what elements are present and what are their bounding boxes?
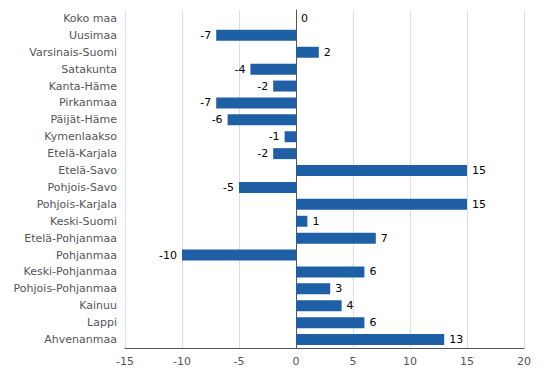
svg-text:-5: -5 [234,355,245,368]
svg-text:13: 13 [449,333,463,346]
svg-text:-10: -10 [173,355,191,368]
svg-text:2: 2 [324,46,331,59]
svg-text:Päijät-Häme: Päijät-Häme [50,113,117,126]
svg-text:4: 4 [347,299,354,312]
svg-text:-7: -7 [200,96,211,109]
svg-text:Kymenlaakso: Kymenlaakso [44,130,117,143]
svg-text:Lappi: Lappi [87,316,117,329]
svg-text:7: 7 [381,232,388,245]
svg-text:15: 15 [472,164,486,177]
svg-text:15: 15 [460,355,474,368]
svg-text:Keski-Pohjanmaa: Keski-Pohjanmaa [24,265,117,278]
svg-text:Keski-Suomi: Keski-Suomi [50,215,117,228]
svg-text:Satakunta: Satakunta [61,63,117,76]
svg-text:15: 15 [472,198,486,211]
svg-text:5: 5 [350,355,357,368]
svg-text:Kainuu: Kainuu [79,299,117,312]
svg-text:Koko maa: Koko maa [63,12,117,25]
svg-text:Pohjois-Savo: Pohjois-Savo [48,181,118,194]
svg-text:3: 3 [335,282,342,295]
svg-text:0: 0 [301,12,308,25]
svg-text:-2: -2 [257,147,268,160]
svg-text:-4: -4 [234,63,245,76]
svg-text:-6: -6 [212,113,223,126]
svg-text:0: 0 [293,355,300,368]
svg-text:-1: -1 [269,130,280,143]
svg-text:Kanta-Häme: Kanta-Häme [49,80,117,93]
svg-text:-7: -7 [200,29,211,42]
svg-text:6: 6 [369,265,376,278]
svg-text:6: 6 [369,316,376,329]
svg-text:Pohjanmaa: Pohjanmaa [56,249,117,262]
svg-text:Ahvenanmaa: Ahvenanmaa [44,333,117,346]
svg-text:Etelä-Karjala: Etelä-Karjala [47,147,117,160]
svg-text:Pohjois-Karjala: Pohjois-Karjala [37,198,117,211]
svg-text:Etelä-Pohjanmaa: Etelä-Pohjanmaa [24,232,117,245]
svg-text:Etelä-Savo: Etelä-Savo [58,164,117,177]
svg-text:10: 10 [403,355,417,368]
svg-text:Uusimaa: Uusimaa [69,29,117,42]
svg-text:-10: -10 [159,249,177,262]
svg-text:-2: -2 [257,80,268,93]
svg-text:Varsinais-Suomi: Varsinais-Suomi [29,46,117,59]
svg-text:Pirkanmaa: Pirkanmaa [59,96,117,109]
svg-text:-5: -5 [223,181,234,194]
svg-text:1: 1 [312,215,319,228]
svg-text:-15: -15 [116,355,134,368]
svg-text:Pohjois-Pohjanmaa: Pohjois-Pohjanmaa [14,282,117,295]
svg-text:20: 20 [517,355,531,368]
